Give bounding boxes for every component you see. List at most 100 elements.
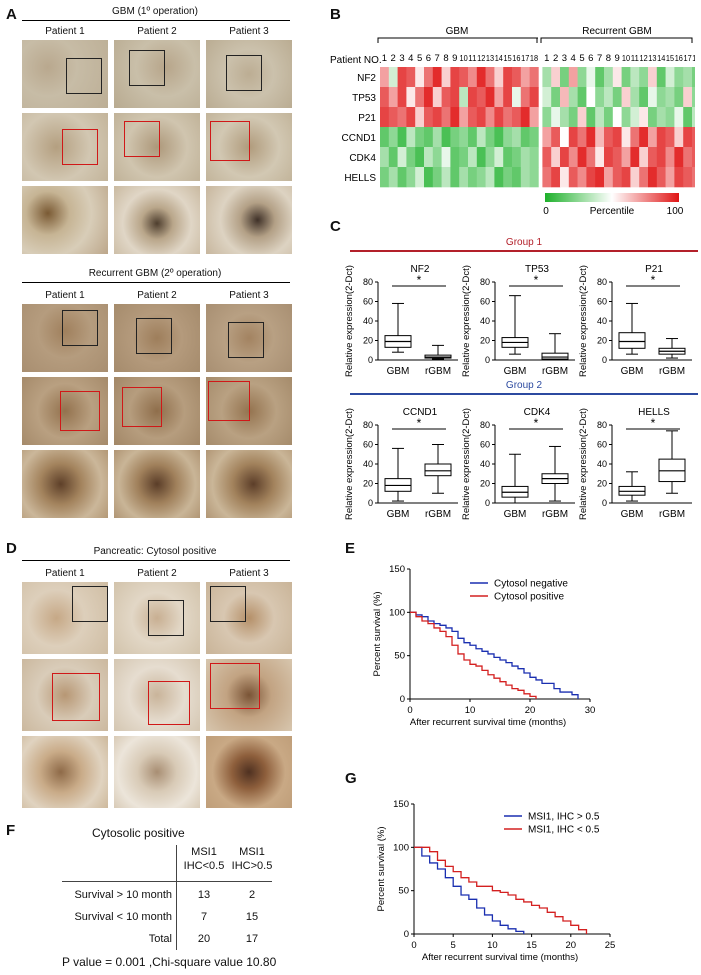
zoom-box-red: [60, 391, 100, 431]
heatmap-cell: [648, 107, 658, 128]
panel-a-section2-title: Recurrent GBM (2º operation): [88, 268, 222, 279]
boxplot-category-label: GBM: [504, 509, 527, 520]
panel-f-footer: P value = 0.001 ,Chi-square value 10.80: [62, 955, 277, 969]
heatmap-cell: [450, 67, 460, 88]
heatmap-cell: [568, 67, 578, 88]
heatmap-row-label: CCND1: [342, 133, 377, 144]
panel-c-letter: C: [330, 218, 341, 235]
heatmap-cell: [639, 147, 649, 168]
heatmap-cell: [568, 147, 578, 168]
panel-d-patient-1: Patient 1: [45, 568, 85, 579]
panel-a-s2-patient-2: Patient 2: [137, 290, 177, 301]
heatmap-cell: [512, 167, 522, 188]
heatmap-cell: [648, 147, 658, 168]
heatmap-cell: [604, 87, 614, 108]
zoom-box-red: [210, 121, 250, 161]
boxplot-category-label: rGBM: [542, 366, 568, 377]
heatmap-col-label: 6: [426, 53, 431, 64]
ihc-image-panc-p2-mid: [114, 659, 200, 731]
heatmap-col-label: 13: [648, 53, 656, 63]
km-xtick-label: 0: [411, 940, 416, 951]
km-ytick-label: 0: [400, 694, 405, 705]
heatmap-cell: [683, 67, 693, 88]
boxplot-hells: HELLS Relative expression(2-Dct) 0 20 40 60 80…: [578, 407, 692, 520]
heatmap-cell: [441, 67, 451, 88]
zoom-box: [136, 318, 172, 354]
heatmap-cell: [468, 87, 478, 108]
heatmap-cell: [604, 147, 614, 168]
colorbar-min-label: 0: [543, 206, 549, 215]
heatmap-cell: [459, 147, 469, 168]
heatmap-cell: [551, 127, 561, 148]
boxplot-category-label: rGBM: [659, 509, 685, 520]
heatmap-cell: [494, 87, 504, 108]
heatmap-cell: [441, 87, 451, 108]
boxplot-title: P21: [645, 264, 663, 275]
heatmap-col-label: 14: [657, 53, 665, 63]
heatmap-cell: [388, 107, 398, 128]
heatmap-cell: [692, 67, 695, 88]
boxplot-ytick-label: 20: [480, 336, 490, 346]
heatmap-col-label: 12: [640, 53, 648, 63]
bracket-gbm: [377, 37, 538, 43]
heatmap-cell: [503, 147, 513, 168]
heatmap-cell: [648, 87, 658, 108]
boxplot-box: [424, 463, 452, 477]
table-horizontal-rule: [62, 881, 272, 882]
boxplot-ylabel: Relative expression(2-Dct): [461, 408, 472, 520]
panel-c-group1-title: Group 1: [505, 237, 543, 248]
zoom-box: [62, 310, 98, 346]
boxplot-title: CCND1: [403, 407, 438, 418]
boxplot-category-label: GBM: [621, 366, 644, 377]
heatmap-cell: [441, 107, 451, 128]
heatmap-cell: [595, 67, 605, 88]
heatmap-cell: [568, 87, 578, 108]
heatmap-row-label: HELLS: [344, 173, 376, 184]
heatmap-cell: [621, 107, 631, 128]
heatmap-row-label: TP53: [352, 93, 376, 104]
heatmap-col-label: 8: [606, 53, 611, 64]
panel-d-patient-2: Patient 2: [137, 568, 177, 579]
zoom-box: [148, 600, 184, 636]
heatmap-col-label: 1: [382, 53, 387, 64]
heatmap-cell: [630, 107, 640, 128]
heatmap-cell: [406, 127, 416, 148]
boxplot-ytick-label: 80: [597, 277, 607, 287]
heatmap-cell: [656, 87, 666, 108]
km-ylabel: Percent survival (%): [376, 827, 387, 912]
boxplot-significance-star: *: [651, 273, 656, 287]
ihc-image-gbm2-p3-low: [206, 304, 292, 372]
heatmap-cell: [560, 127, 570, 148]
bracket-recurrent-gbm: [540, 37, 693, 43]
km-xtick-label: 10: [487, 940, 498, 951]
heatmap-cell: [485, 167, 495, 188]
heatmap-cell: [612, 167, 622, 188]
heatmap-cell: [415, 87, 425, 108]
table-col2-header-line2: IHC>0.5: [231, 860, 273, 872]
zoom-box: [226, 55, 262, 91]
heatmap-cell: [388, 167, 398, 188]
ihc-image-gbm2-p1-high: [22, 450, 108, 518]
heatmap-cell: [639, 127, 649, 148]
heatmap-cell: [648, 127, 658, 148]
heatmap-col-label: 9: [615, 53, 620, 64]
heatmap-cell: [503, 67, 513, 88]
heatmap-col-label: 18: [692, 53, 695, 63]
km-curve-blue: [410, 611, 579, 699]
boxplot-ytick-label: 80: [363, 277, 373, 287]
heatmap-cell: [665, 87, 675, 108]
boxplot-ytick-label: 20: [363, 336, 373, 346]
heatmap-cell: [512, 67, 522, 88]
heatmap-cell: [468, 167, 478, 188]
heatmap-cell: [648, 167, 658, 188]
ihc-image-gbm1-p1-mid: [22, 113, 108, 181]
heatmap-cell: [485, 87, 495, 108]
heatmap-cell: [441, 127, 451, 148]
boxplot-ylabel: Relative expression(2-Dct): [344, 408, 355, 520]
heatmap-cell: [621, 127, 631, 148]
heatmap-cell: [621, 167, 631, 188]
panel-a-rule-2: [22, 282, 290, 283]
boxplot-ytick-label: 20: [480, 479, 490, 489]
panel-b-letter: B: [330, 6, 341, 23]
boxplot-cdk4: CDK4 Relative expression(2-Dct) 0 20 40 60 80 G…: [461, 407, 575, 520]
